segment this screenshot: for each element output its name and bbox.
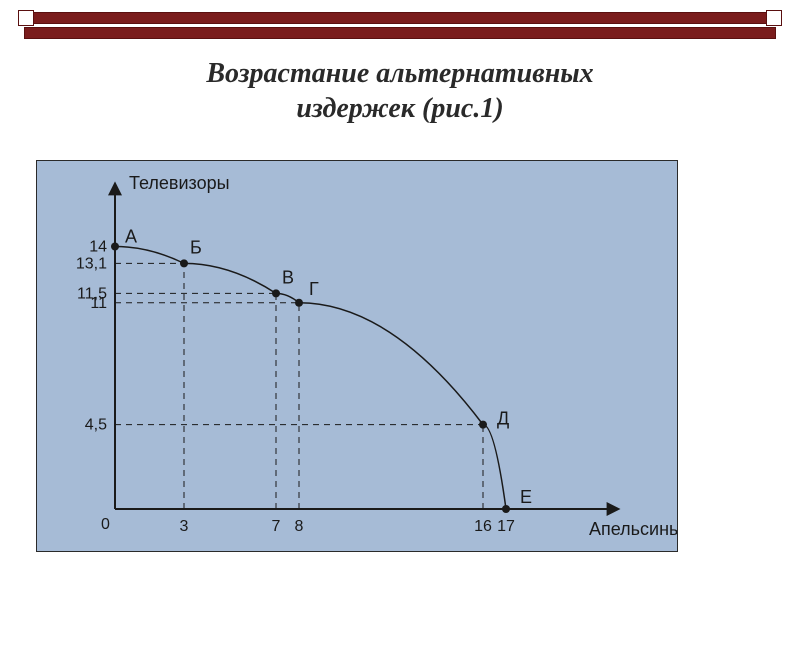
data-point	[502, 505, 510, 513]
point-label: Г	[309, 279, 319, 299]
point-label: В	[282, 267, 294, 287]
data-point	[111, 243, 119, 251]
x-tick-label: 8	[295, 518, 304, 535]
bar	[24, 12, 776, 24]
title-line-1: Возрастание альтернативных	[206, 58, 593, 89]
header-decorative-bars	[24, 12, 776, 42]
chart-svg: ТелевизорыАпельсины037816174,51111,513,1…	[37, 161, 677, 551]
x-axis-label: Апельсины	[589, 519, 677, 539]
y-tick-label: 4,5	[85, 417, 107, 434]
y-tick-label: 11,5	[77, 285, 107, 302]
x-tick-label: 17	[497, 518, 515, 535]
data-point	[295, 299, 303, 307]
point-label: А	[125, 227, 137, 247]
x-tick-label: 7	[272, 518, 281, 535]
page-title: Возрастание альтернативных издержек (рис…	[0, 56, 800, 126]
data-point	[479, 421, 487, 429]
corner-ornament-right	[766, 10, 782, 26]
data-point	[272, 289, 280, 297]
corner-ornament-left	[18, 10, 34, 26]
bar	[24, 27, 776, 39]
point-label: Б	[190, 237, 202, 257]
origin-label: 0	[101, 516, 110, 533]
x-tick-label: 3	[180, 518, 189, 535]
y-tick-label: 13,1	[76, 255, 107, 272]
y-axis-label: Телевизоры	[129, 173, 230, 193]
title-line-2: издержек (рис.1)	[296, 93, 503, 124]
data-point	[180, 259, 188, 267]
point-label: Е	[520, 487, 532, 507]
ppf-chart: ТелевизорыАпельсины037816174,51111,513,1…	[36, 160, 678, 552]
y-tick-label: 14	[89, 239, 107, 256]
point-label: Д	[497, 409, 509, 429]
x-tick-label: 16	[474, 518, 492, 535]
